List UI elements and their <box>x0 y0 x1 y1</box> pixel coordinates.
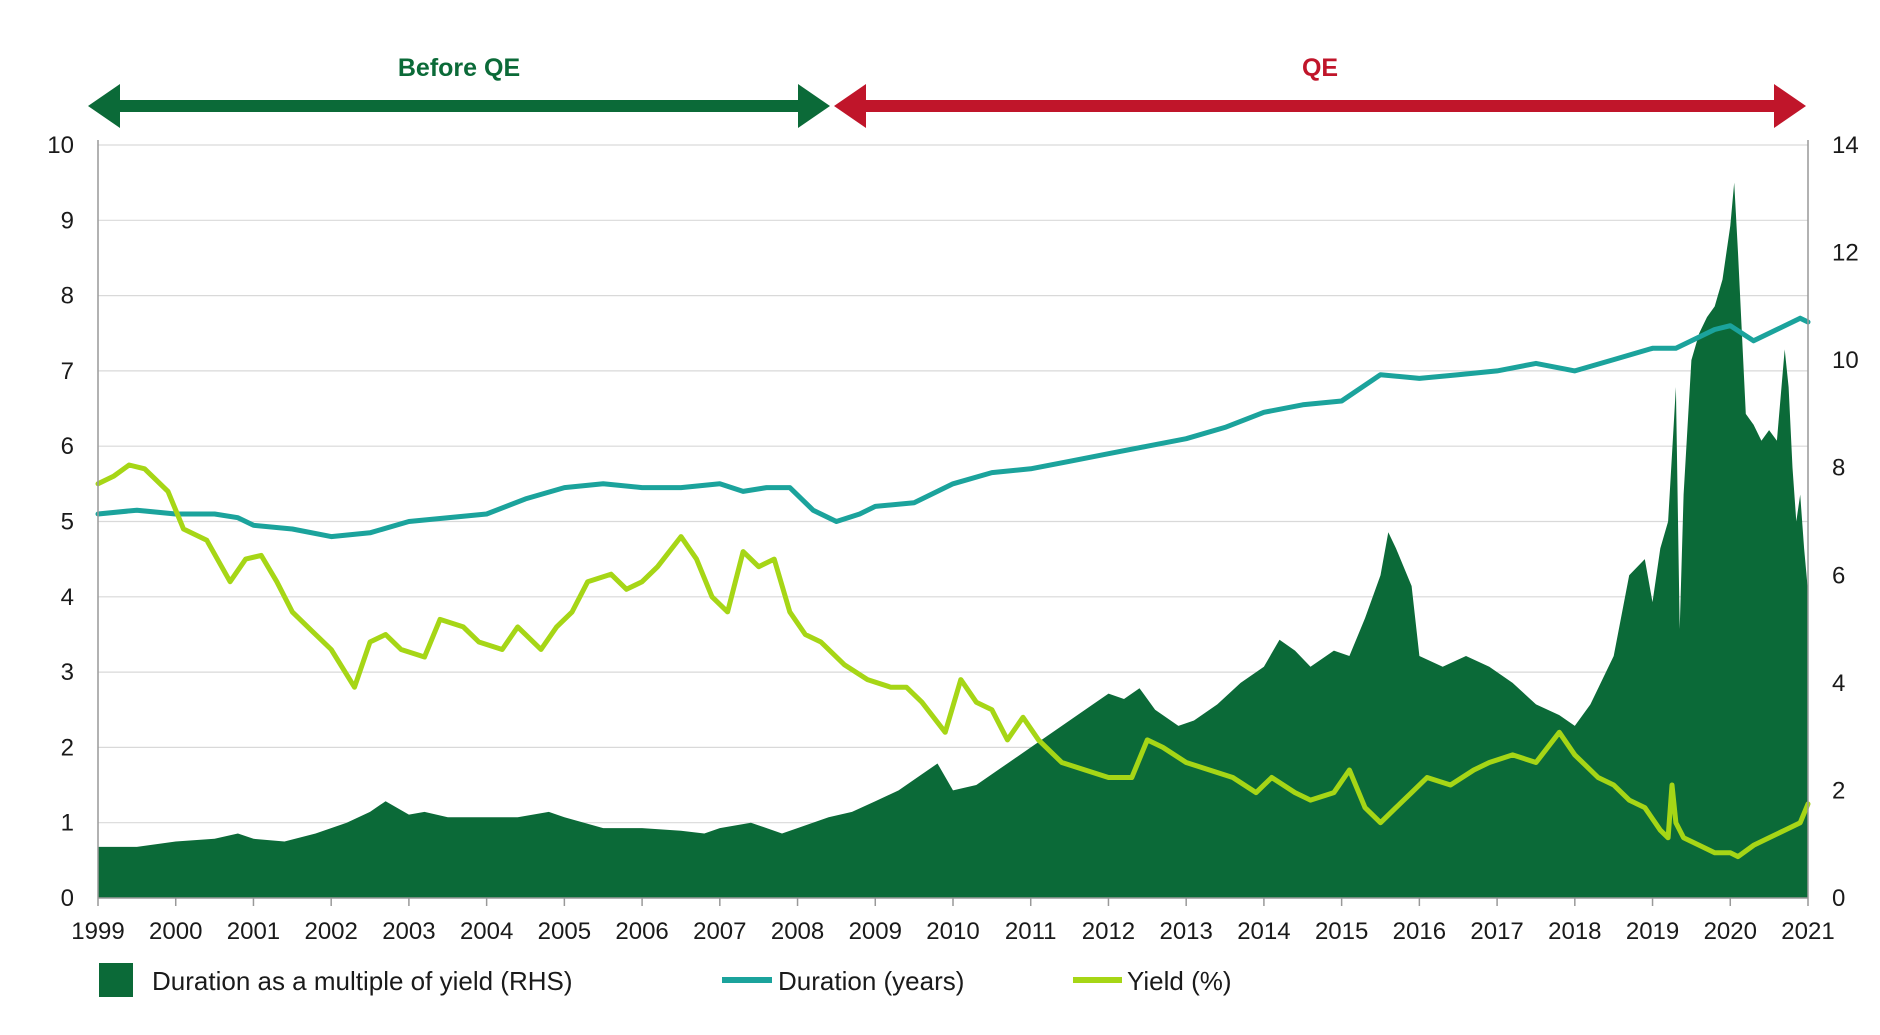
before-qe-label: Before QE <box>398 54 520 82</box>
legend-duration-label: Duration (years) <box>778 966 964 996</box>
legend-yield-label: Yield (%) <box>1127 966 1232 996</box>
before-qe-arrow <box>88 84 830 128</box>
line-series-duration <box>95 315 1811 540</box>
x-tick-label: 2019 <box>1626 918 1679 945</box>
legend-area-label: Duration as a multiple of yield (RHS) <box>152 966 573 996</box>
x-tick-label: 2020 <box>1704 918 1757 945</box>
x-tick-label: 2003 <box>382 918 435 945</box>
x-tick-label: 2010 <box>926 918 979 945</box>
area-series-duration-multiple <box>98 182 1808 899</box>
left-tick-label: 3 <box>61 659 74 686</box>
right-tick-label: 8 <box>1832 455 1845 482</box>
legend: Duration as a multiple of yield (RHS) Du… <box>99 963 1232 997</box>
left-tick-label: 7 <box>61 358 74 385</box>
legend-area-swatch <box>99 963 133 997</box>
x-tick-label: 2021 <box>1781 918 1834 945</box>
left-tick-label: 10 <box>47 132 74 159</box>
x-tick-label: 2009 <box>849 918 902 945</box>
right-tick-label: 0 <box>1832 885 1845 912</box>
left-tick-label: 1 <box>61 810 74 837</box>
x-tick-label: 2011 <box>1005 918 1057 945</box>
right-tick-label: 2 <box>1832 777 1845 804</box>
right-tick-label: 4 <box>1832 670 1845 697</box>
x-tick-label: 2004 <box>460 918 513 945</box>
x-tick-label: 2008 <box>771 918 824 945</box>
qe-label: QE <box>1302 54 1338 82</box>
left-tick-label: 4 <box>61 584 74 611</box>
x-tick-label: 2001 <box>227 918 280 945</box>
x-tick-label: 1999 <box>71 918 124 945</box>
right-tick-label: 12 <box>1832 240 1859 267</box>
right-tick-label: 6 <box>1832 562 1845 589</box>
x-tick-label: 2014 <box>1237 918 1290 945</box>
x-tick-label: 2012 <box>1082 918 1135 945</box>
right-tick-label: 10 <box>1832 347 1859 374</box>
x-axis-ticks: 1999 2000 2001 2002 2003 2004 2005 2006 2007 2008… <box>71 898 1835 945</box>
x-tick-label: 2016 <box>1393 918 1446 945</box>
x-tick-label: 2017 <box>1470 918 1523 945</box>
x-tick-label: 2018 <box>1548 918 1601 945</box>
x-tick-label: 2002 <box>304 918 357 945</box>
left-tick-label: 0 <box>61 885 74 912</box>
right-axis-ticks: 0 2 4 6 8 10 12 14 <box>1832 132 1859 912</box>
x-tick-label: 2000 <box>149 918 202 945</box>
left-tick-label: 5 <box>61 509 74 536</box>
area-series-layer <box>98 182 1808 899</box>
left-tick-label: 2 <box>61 734 74 761</box>
x-tick-label: 2006 <box>615 918 668 945</box>
left-tick-label: 9 <box>61 207 74 234</box>
before-qe-annotation: Before QE <box>88 54 830 128</box>
x-tick-label: 2007 <box>693 918 746 945</box>
left-tick-label: 8 <box>61 283 74 310</box>
qe-arrow <box>834 84 1806 128</box>
line-series-yield <box>95 462 1811 860</box>
x-tick-label: 2015 <box>1315 918 1368 945</box>
line-series-layer <box>95 315 1811 860</box>
right-tick-label: 14 <box>1832 132 1859 159</box>
qe-annotation: QE <box>834 54 1806 128</box>
left-axis-ticks: 0 1 2 3 4 5 6 7 8 9 10 <box>47 132 74 912</box>
gridlines <box>98 144 1808 824</box>
x-tick-label: 2005 <box>538 918 591 945</box>
x-tick-label: 2013 <box>1159 918 1212 945</box>
left-tick-label: 6 <box>61 433 74 460</box>
